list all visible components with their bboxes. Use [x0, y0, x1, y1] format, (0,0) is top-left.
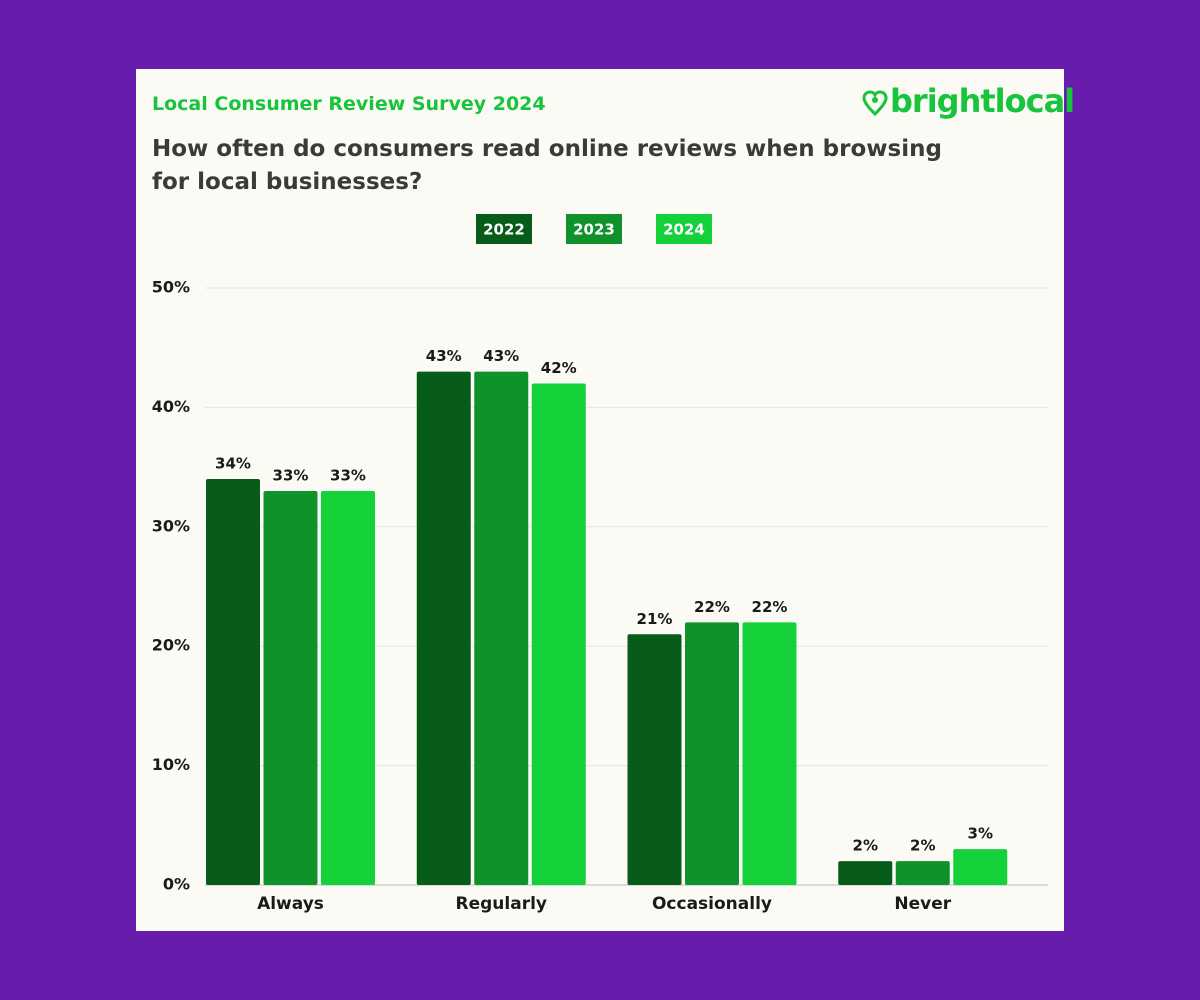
bar — [685, 622, 739, 885]
value-label: 42% — [541, 359, 577, 377]
y-tick-label: 0% — [163, 875, 190, 894]
value-label: 34% — [215, 455, 251, 473]
x-tick-label: Never — [894, 894, 951, 914]
legend-label: 2022 — [483, 221, 525, 239]
value-label: 43% — [483, 347, 519, 365]
bar — [321, 490, 375, 885]
chart-title: Local Consumer Review Survey 2024 — [152, 93, 546, 115]
value-label: 33% — [273, 466, 309, 484]
bar — [838, 861, 893, 885]
bar — [474, 371, 529, 886]
value-label: 33% — [330, 466, 366, 484]
legend-swatch — [476, 214, 532, 244]
y-tick-label: 40% — [152, 397, 190, 416]
bar — [895, 861, 950, 885]
value-label: 2% — [910, 837, 935, 855]
x-tick-label: Regularly — [456, 894, 547, 914]
x-tick-label: Occasionally — [652, 894, 772, 914]
value-label: 22% — [752, 598, 788, 616]
bar — [416, 371, 471, 886]
value-label: 21% — [637, 610, 673, 628]
y-tick-label: 50% — [152, 278, 190, 297]
brand-logo: brightlocal — [890, 82, 1075, 120]
value-label: 43% — [426, 347, 462, 365]
bar — [742, 622, 797, 885]
chart-subtitle: How often do consumers read online revie… — [152, 136, 942, 195]
legend-swatch — [566, 214, 622, 244]
legend-label: 2023 — [573, 221, 615, 239]
brand-icon — [862, 90, 888, 116]
value-label: 22% — [694, 598, 730, 616]
value-label: 3% — [968, 825, 993, 843]
y-tick-label: 10% — [152, 755, 190, 774]
legend-swatch — [656, 214, 712, 244]
x-tick-label: Always — [257, 894, 324, 914]
bar — [531, 383, 586, 885]
legend-label: 2024 — [663, 221, 705, 239]
y-tick-label: 30% — [152, 516, 190, 535]
bar — [953, 849, 1008, 885]
bar — [206, 479, 260, 885]
value-label: 2% — [853, 837, 878, 855]
y-tick-label: 20% — [152, 636, 190, 655]
bar — [263, 490, 318, 885]
bar — [627, 634, 682, 885]
